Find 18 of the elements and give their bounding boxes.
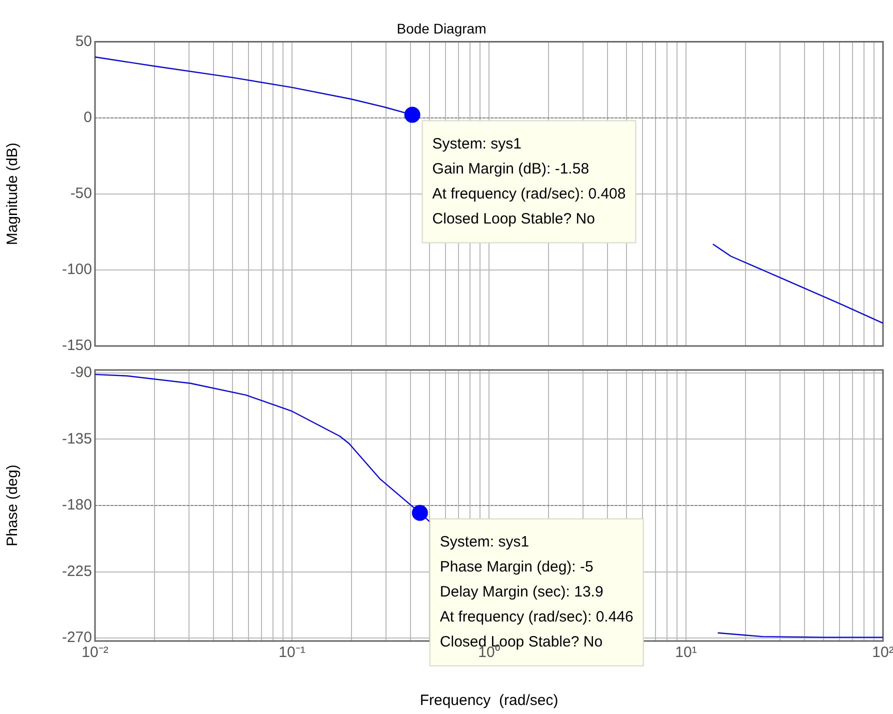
y-tick-label: -135 xyxy=(62,430,92,448)
chart-title: Bode Diagram xyxy=(396,20,486,36)
annotation: System: sys1 Gain Margin (dB): -1.58 At frequency (rad/sec): 0.408 Closed Loop Stable? No xyxy=(432,135,626,228)
y-tick-label: -100 xyxy=(62,261,92,278)
y-tick-label: 50 xyxy=(75,32,92,50)
y-tick-label: -150 xyxy=(62,337,92,354)
y-tick-label: -50 xyxy=(70,185,92,202)
y-tick-label: -270 xyxy=(62,629,92,646)
y-tick-label: -180 xyxy=(62,496,92,514)
x-tick-label: 10¹ xyxy=(675,644,697,662)
y-tick-label: -90 xyxy=(70,364,92,382)
x-axis-title: Frequency (rad/sec) xyxy=(420,692,558,710)
y-tick-label: -225 xyxy=(62,562,92,580)
y-axis-title: Magnitude (dB) xyxy=(4,142,22,246)
x-tick-label: 10⁻¹ xyxy=(278,644,306,662)
x-tick-label: 10⁻² xyxy=(82,644,108,662)
y-axis-title: Phase (deg) xyxy=(4,464,22,546)
y-tick-label: 0 xyxy=(84,108,92,126)
